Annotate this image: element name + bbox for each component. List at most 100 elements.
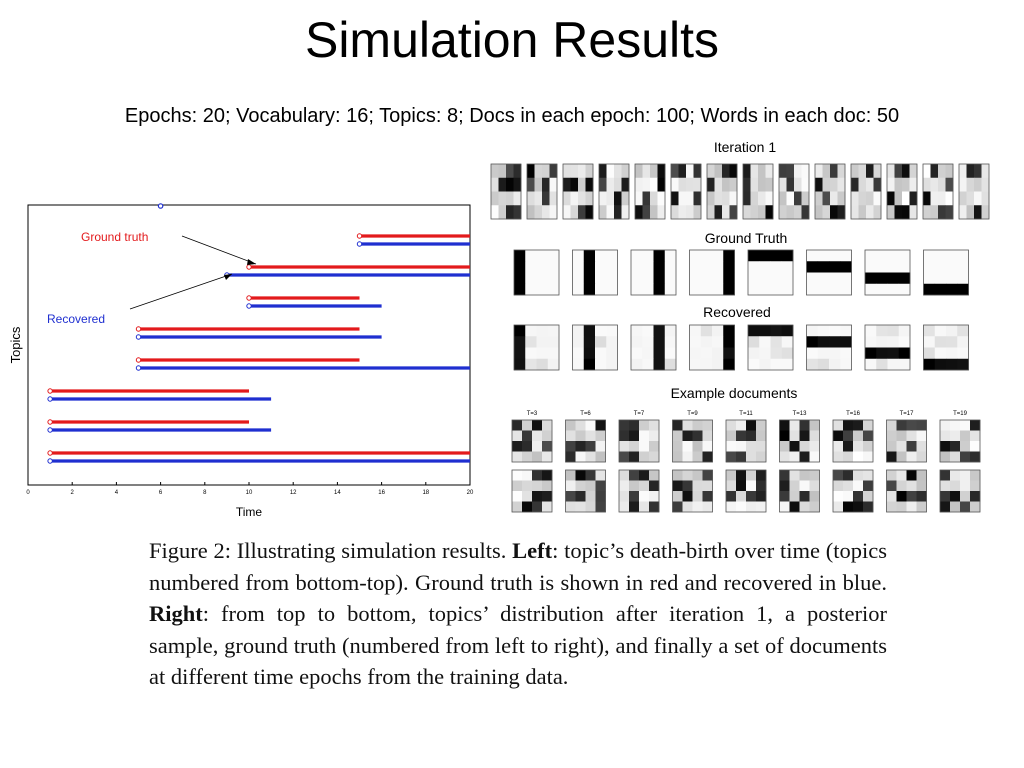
tile-cell [801,191,810,206]
tile-cell [770,336,783,348]
tile-cell [756,470,767,481]
tile-cell [525,250,537,262]
tile-cell [606,261,618,273]
tile-cell [527,191,535,206]
tile-cell [940,430,951,442]
tile-cell [789,491,800,502]
segment-start-marker [246,303,252,309]
tile-cell [491,177,499,192]
tile-cell [779,441,790,452]
tile-cell [722,205,730,220]
iteration-tile [922,163,954,220]
iteration-tile [814,163,846,220]
segment-start-marker [135,326,142,332]
tile-cell [572,325,585,337]
tile-cell [923,191,931,206]
tile-cell [817,325,830,337]
tile-cell [923,177,931,192]
recovered-pointer-head [224,274,232,280]
tile-cell [664,250,677,262]
tile-cell [522,480,533,492]
tile-cell [765,164,774,179]
tile-cell [512,501,523,513]
tile-cell [599,191,607,206]
tile-cell [532,441,543,452]
tile-cell [563,177,571,192]
tile-cell [887,191,895,206]
doc-time-label: T=16 [846,411,861,417]
tile-cell [619,420,630,431]
tile-cell [606,336,618,348]
tile-cell [672,501,683,513]
tile-cell [729,191,738,206]
tile-border [923,324,969,371]
tile-cell [906,420,917,431]
tile-cell [575,491,586,502]
tile-cell [689,358,702,371]
tile-cell [759,336,771,348]
tile-cell [506,177,514,192]
tile-cell [817,250,830,262]
tile-cell [887,325,900,337]
tile-cell [809,441,820,452]
tile-cell [702,470,713,481]
tile-cell [542,470,553,481]
tile-cell [729,205,738,220]
tile-cell [621,177,630,192]
tile-cell [534,205,543,220]
tile-cell [702,491,713,502]
tile-border [526,163,558,220]
tile-cell [536,336,549,348]
tile-cell [514,336,526,348]
tile-border [779,469,820,513]
tile-cell [974,164,982,179]
tile-cell [707,177,715,192]
tile-cell [748,358,760,371]
tile-cell [657,164,666,179]
tile-cell [799,470,810,481]
tile-cell [575,480,586,492]
tile-cell [873,177,882,192]
segment-start-marker [47,458,53,464]
tile-cell [513,164,522,179]
tile-cell [726,441,737,452]
tile-cell [974,177,982,192]
tile-cell [514,272,526,285]
tile-cell [606,250,618,262]
tile-cell [542,480,553,492]
tile-cell [809,420,820,431]
tile-cell [542,451,553,463]
tile-cell [746,470,757,481]
tile-cell [750,205,759,220]
tile-cell [650,205,658,220]
tile-cell [621,164,630,179]
tile-border [598,163,630,220]
tile-cell [664,283,677,296]
tile-cell [585,420,596,431]
tile-cell [960,441,971,452]
tile-cell [512,491,523,502]
tile-cell [916,451,927,463]
tile-cell [689,261,702,273]
tile-cell [840,272,852,285]
ground-truth-tile [747,249,794,296]
tile-cell [693,191,702,206]
tile-cell [923,261,936,273]
tile-border [513,249,560,296]
tile-cell [886,480,897,492]
tile-cell [789,430,800,442]
tile-cell [946,325,958,337]
tile-cell [887,164,895,179]
tile-cell [865,325,877,337]
tile-border [634,163,666,220]
tile-border [670,163,702,220]
tile-cell [865,250,877,262]
tile-cell [583,325,596,337]
recovered-tile [806,324,852,371]
tile-cell [829,336,841,348]
tile-cell [863,470,874,481]
tile-cell [726,451,737,463]
tile-cell [896,501,907,513]
ground-truth-tile [572,249,618,296]
tile-cell [595,420,606,431]
